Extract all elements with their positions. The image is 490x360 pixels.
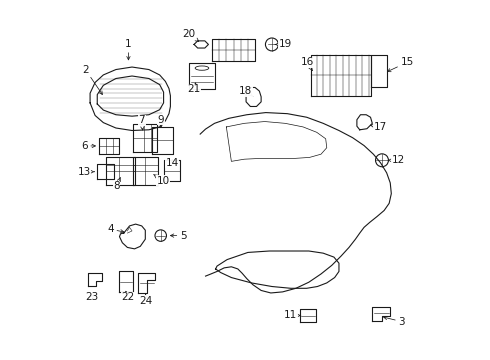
Text: 23: 23 xyxy=(85,292,98,302)
Text: 15: 15 xyxy=(388,57,414,72)
Text: 11: 11 xyxy=(284,310,301,320)
Text: 16: 16 xyxy=(300,57,314,70)
Text: 1: 1 xyxy=(125,40,132,60)
Text: 9: 9 xyxy=(158,115,165,127)
Text: 8: 8 xyxy=(113,178,121,191)
Text: 24: 24 xyxy=(139,294,152,306)
Text: 5: 5 xyxy=(171,231,187,240)
Text: 21: 21 xyxy=(188,83,201,94)
Text: 10: 10 xyxy=(154,175,170,186)
Text: 18: 18 xyxy=(239,86,253,96)
Text: 13: 13 xyxy=(78,167,94,177)
Text: 7: 7 xyxy=(138,115,145,130)
Text: 4: 4 xyxy=(107,224,124,234)
Text: 12: 12 xyxy=(389,155,405,165)
Text: 14: 14 xyxy=(166,158,179,168)
Text: 17: 17 xyxy=(370,122,387,132)
Text: 6: 6 xyxy=(81,141,96,151)
Text: 2: 2 xyxy=(82,64,102,95)
Text: 20: 20 xyxy=(182,29,199,41)
Text: 19: 19 xyxy=(275,40,292,49)
Text: 22: 22 xyxy=(121,291,134,302)
Text: 3: 3 xyxy=(384,316,405,327)
